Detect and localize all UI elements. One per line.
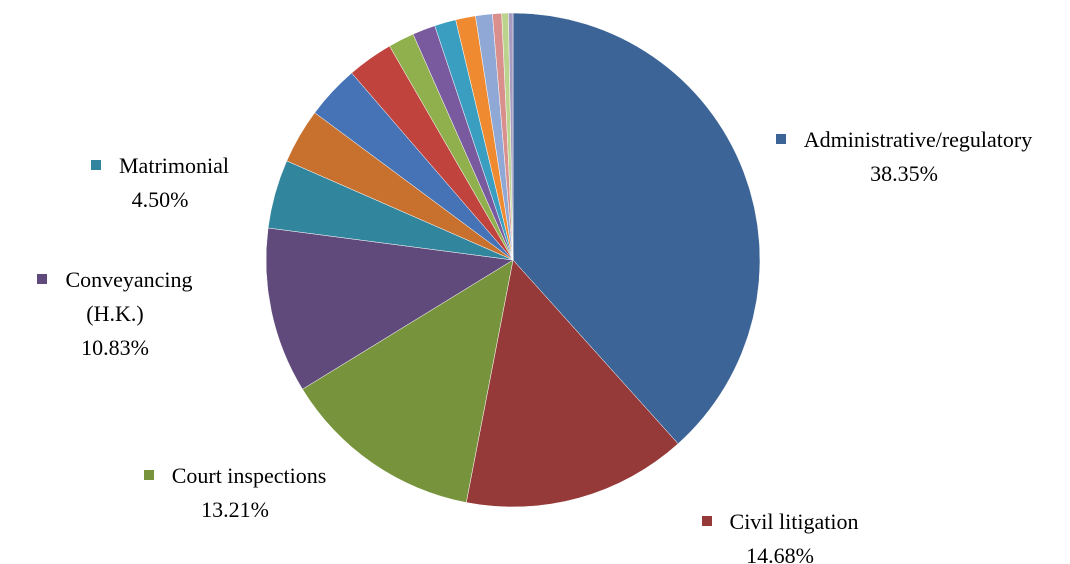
label-name-line: Administrative/regulatory <box>740 123 1068 157</box>
label-name-line: Matrimonial <box>60 149 260 183</box>
category-label: Civil litigation <box>729 509 859 534</box>
data-label: Matrimonial 4.50% <box>60 149 260 217</box>
value-label: 4.50% <box>131 187 189 212</box>
data-label: Conveyancing (H.K.) 10.83% <box>10 263 220 365</box>
pie-slice <box>302 259 514 503</box>
legend-marker <box>701 516 712 526</box>
category-label: Court inspections <box>171 463 327 488</box>
category-label: Conveyancing (H.K.) <box>65 267 193 326</box>
data-label: Court inspections 13.21% <box>100 459 370 527</box>
pie-slice <box>465 259 679 508</box>
data-label: Administrative/regulatory 38.35% <box>740 123 1068 191</box>
legend-marker <box>37 274 48 284</box>
legend-marker <box>775 134 786 144</box>
category-label: Administrative/regulatory <box>803 127 1033 152</box>
pie-slice <box>512 12 761 445</box>
label-name-line: Civil litigation <box>680 505 880 539</box>
category-label: Matrimonial <box>119 153 229 178</box>
value-label: 14.68% <box>746 543 814 564</box>
value-label: 13.21% <box>201 497 269 522</box>
value-label: 38.35% <box>870 161 938 186</box>
label-name-line: Court inspections <box>100 459 370 493</box>
data-label: Civil litigation 14.68% <box>680 505 880 564</box>
legend-marker <box>143 470 154 480</box>
label-name-line: Conveyancing (H.K.) <box>10 263 220 331</box>
value-label: 10.83% <box>81 335 149 360</box>
legend-marker <box>91 160 101 170</box>
pie-slice <box>265 227 514 390</box>
pie-slice <box>508 12 514 261</box>
